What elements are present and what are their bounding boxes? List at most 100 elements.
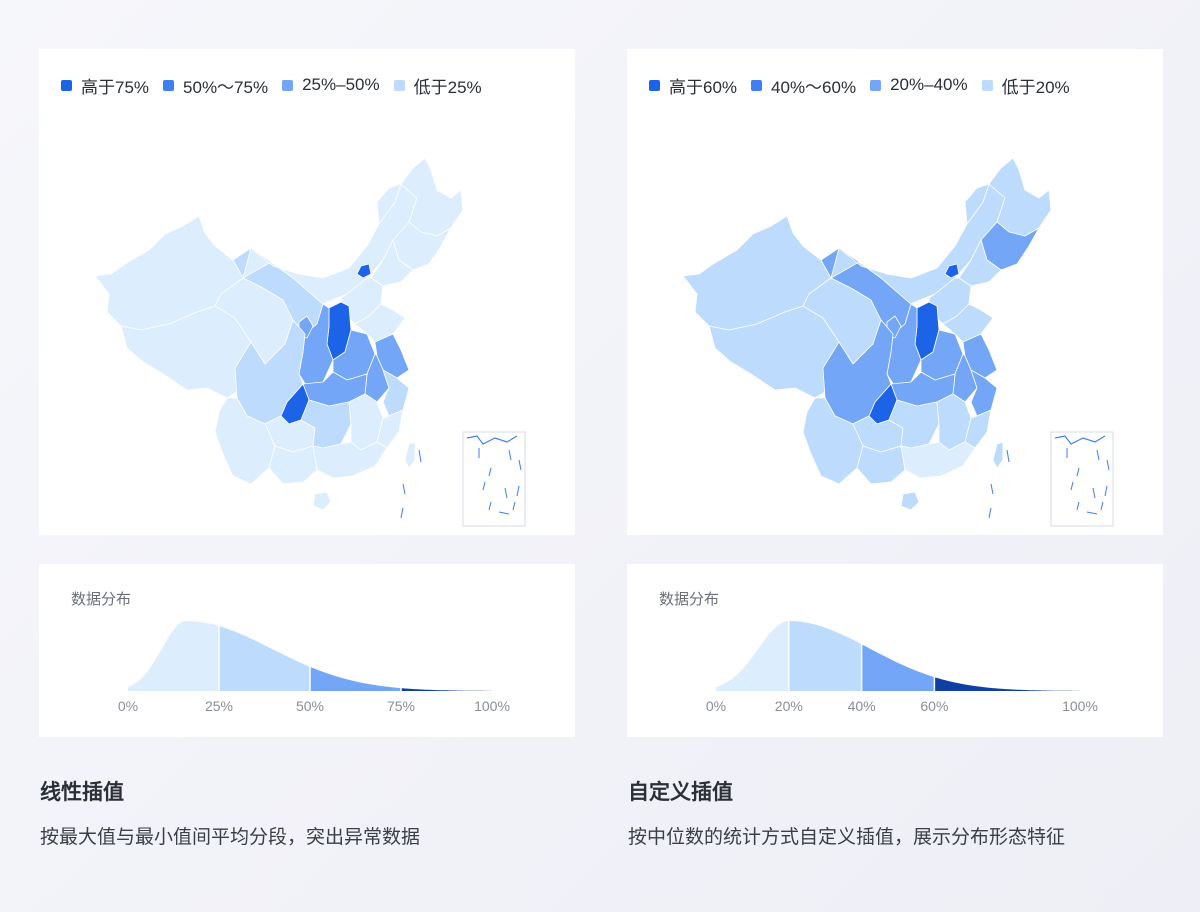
province-taiwan[interactable] — [992, 441, 1004, 469]
province-yunnan[interactable] — [214, 397, 276, 485]
caption-description: 按最大值与最小值间平均分段，突出异常数据 — [40, 827, 421, 848]
distribution-segment-1 — [219, 626, 310, 691]
island-dash — [1106, 459, 1110, 471]
distribution-title: 数据分布 — [659, 591, 720, 608]
province-liaoning[interactable] — [370, 239, 414, 287]
island-dash — [488, 501, 492, 511]
distribution-segment-3 — [401, 688, 492, 691]
boundary-dash — [418, 449, 422, 463]
inset-frame — [462, 431, 526, 527]
map-card — [39, 49, 575, 535]
province-beijing[interactable] — [944, 263, 960, 279]
distribution-chart: 0% 20% 40% 60% 100% — [706, 620, 1098, 714]
island-dash — [504, 487, 508, 499]
province-guangxi[interactable] — [268, 445, 318, 485]
province-beijing[interactable] — [356, 263, 372, 279]
province-liaoning[interactable] — [958, 239, 1002, 287]
tick-label: 75% — [387, 698, 415, 714]
legend-item-low[interactable]: 低于20% — [981, 73, 1070, 98]
south-china-sea-inset — [1050, 431, 1114, 527]
province-layer — [94, 157, 464, 511]
province-guangdong[interactable] — [312, 441, 388, 479]
province-yunnan[interactable] — [802, 397, 864, 485]
province-taiwan[interactable] — [404, 441, 416, 469]
boundary-dash — [988, 507, 992, 519]
island-dash — [1076, 467, 1080, 477]
island-dash — [1086, 511, 1098, 515]
province-shandong[interactable] — [354, 303, 406, 343]
tick-label: 20% — [775, 698, 803, 714]
legend-item-high[interactable]: 高于75% — [61, 73, 149, 98]
distribution-chart: 0% 25% 50% 75% 100% — [118, 621, 510, 714]
distribution-segment-1 — [788, 621, 862, 691]
island-dash — [488, 467, 492, 477]
legend-item-mid-low[interactable]: 20%–40% — [870, 75, 968, 95]
province-shandong[interactable] — [942, 303, 994, 343]
island-dash — [1092, 487, 1096, 499]
legend-label: 低于20% — [1001, 77, 1070, 97]
legend-swatch — [751, 79, 763, 91]
province-heilongjiang[interactable] — [964, 157, 1052, 237]
province-layer — [682, 157, 1052, 511]
map-legend: 高于60% 40%～60% 20%–40% 低于20% — [649, 72, 1084, 98]
island-dash — [1070, 481, 1074, 491]
legend-label: 低于25% — [413, 77, 482, 97]
legend-swatch — [870, 79, 882, 91]
island-dash — [516, 485, 520, 497]
legend-swatch — [393, 79, 405, 91]
tick-label: 25% — [205, 698, 233, 714]
south-china-sea-inset — [462, 431, 526, 527]
legend-swatch — [61, 79, 72, 91]
inset-coastline — [466, 435, 518, 445]
distribution-segment-0 — [716, 621, 789, 691]
legend-swatch — [282, 79, 294, 91]
legend-label: 20%–40% — [890, 75, 968, 94]
distribution-title: 数据分布 — [71, 591, 132, 608]
map-legend: 高于75% 50%～75% 25%–50% 低于25% — [61, 72, 496, 98]
boundary-dash — [1006, 449, 1010, 463]
province-heilongjiang[interactable] — [376, 157, 464, 237]
tick-label: 0% — [706, 698, 726, 714]
boundary-dash — [990, 483, 994, 495]
island-dash — [1076, 501, 1080, 511]
inset-frame — [1050, 431, 1114, 527]
province-hainan[interactable] — [312, 491, 332, 511]
distribution-card: 0% 25% 50% 75% 100% 数据分布 — [39, 564, 575, 737]
tick-label: 60% — [920, 698, 948, 714]
province-guangxi[interactable] — [856, 445, 906, 485]
distribution-segments — [128, 621, 492, 691]
island-dash — [518, 459, 522, 471]
legend-label: 50%～75% — [183, 77, 269, 97]
legend-item-high[interactable]: 高于60% — [649, 73, 737, 98]
legend-label: 高于60% — [669, 77, 738, 97]
island-dash — [1104, 485, 1108, 497]
province-hainan[interactable] — [900, 491, 920, 511]
inset-coastline — [1054, 435, 1106, 445]
legend-item-low[interactable]: 低于25% — [393, 73, 482, 98]
tick-label: 100% — [1062, 698, 1098, 714]
island-dash — [1100, 501, 1104, 511]
legend-swatch — [163, 79, 175, 91]
caption-title: 线性插值 — [40, 781, 124, 804]
china-map — [682, 157, 1114, 527]
legend-label: 高于75% — [81, 77, 150, 97]
distribution-segment-2 — [861, 644, 935, 691]
legend-swatch — [649, 79, 660, 91]
island-dash — [498, 511, 510, 515]
island-dash — [512, 501, 516, 511]
legend-item-mid-low[interactable]: 25%–50% — [282, 75, 380, 95]
province-guangdong[interactable] — [900, 441, 976, 479]
legend-label: 25%–50% — [302, 75, 380, 94]
caption-description: 按中位数的统计方式自定义插值，展示分布形态特征 — [628, 827, 1066, 848]
distribution-segment-2 — [310, 666, 401, 691]
legend-item-mid-high[interactable]: 40%～60% — [751, 73, 856, 98]
tick-label: 40% — [848, 698, 876, 714]
legend-label: 40%～60% — [771, 77, 857, 97]
distribution-segment-0 — [128, 621, 219, 691]
tick-label: 100% — [474, 698, 510, 714]
legend-swatch — [981, 79, 993, 91]
tick-label: 0% — [118, 698, 138, 714]
legend-item-mid-high[interactable]: 50%～75% — [163, 73, 268, 98]
island-dash — [482, 481, 486, 491]
island-dash — [508, 449, 512, 461]
